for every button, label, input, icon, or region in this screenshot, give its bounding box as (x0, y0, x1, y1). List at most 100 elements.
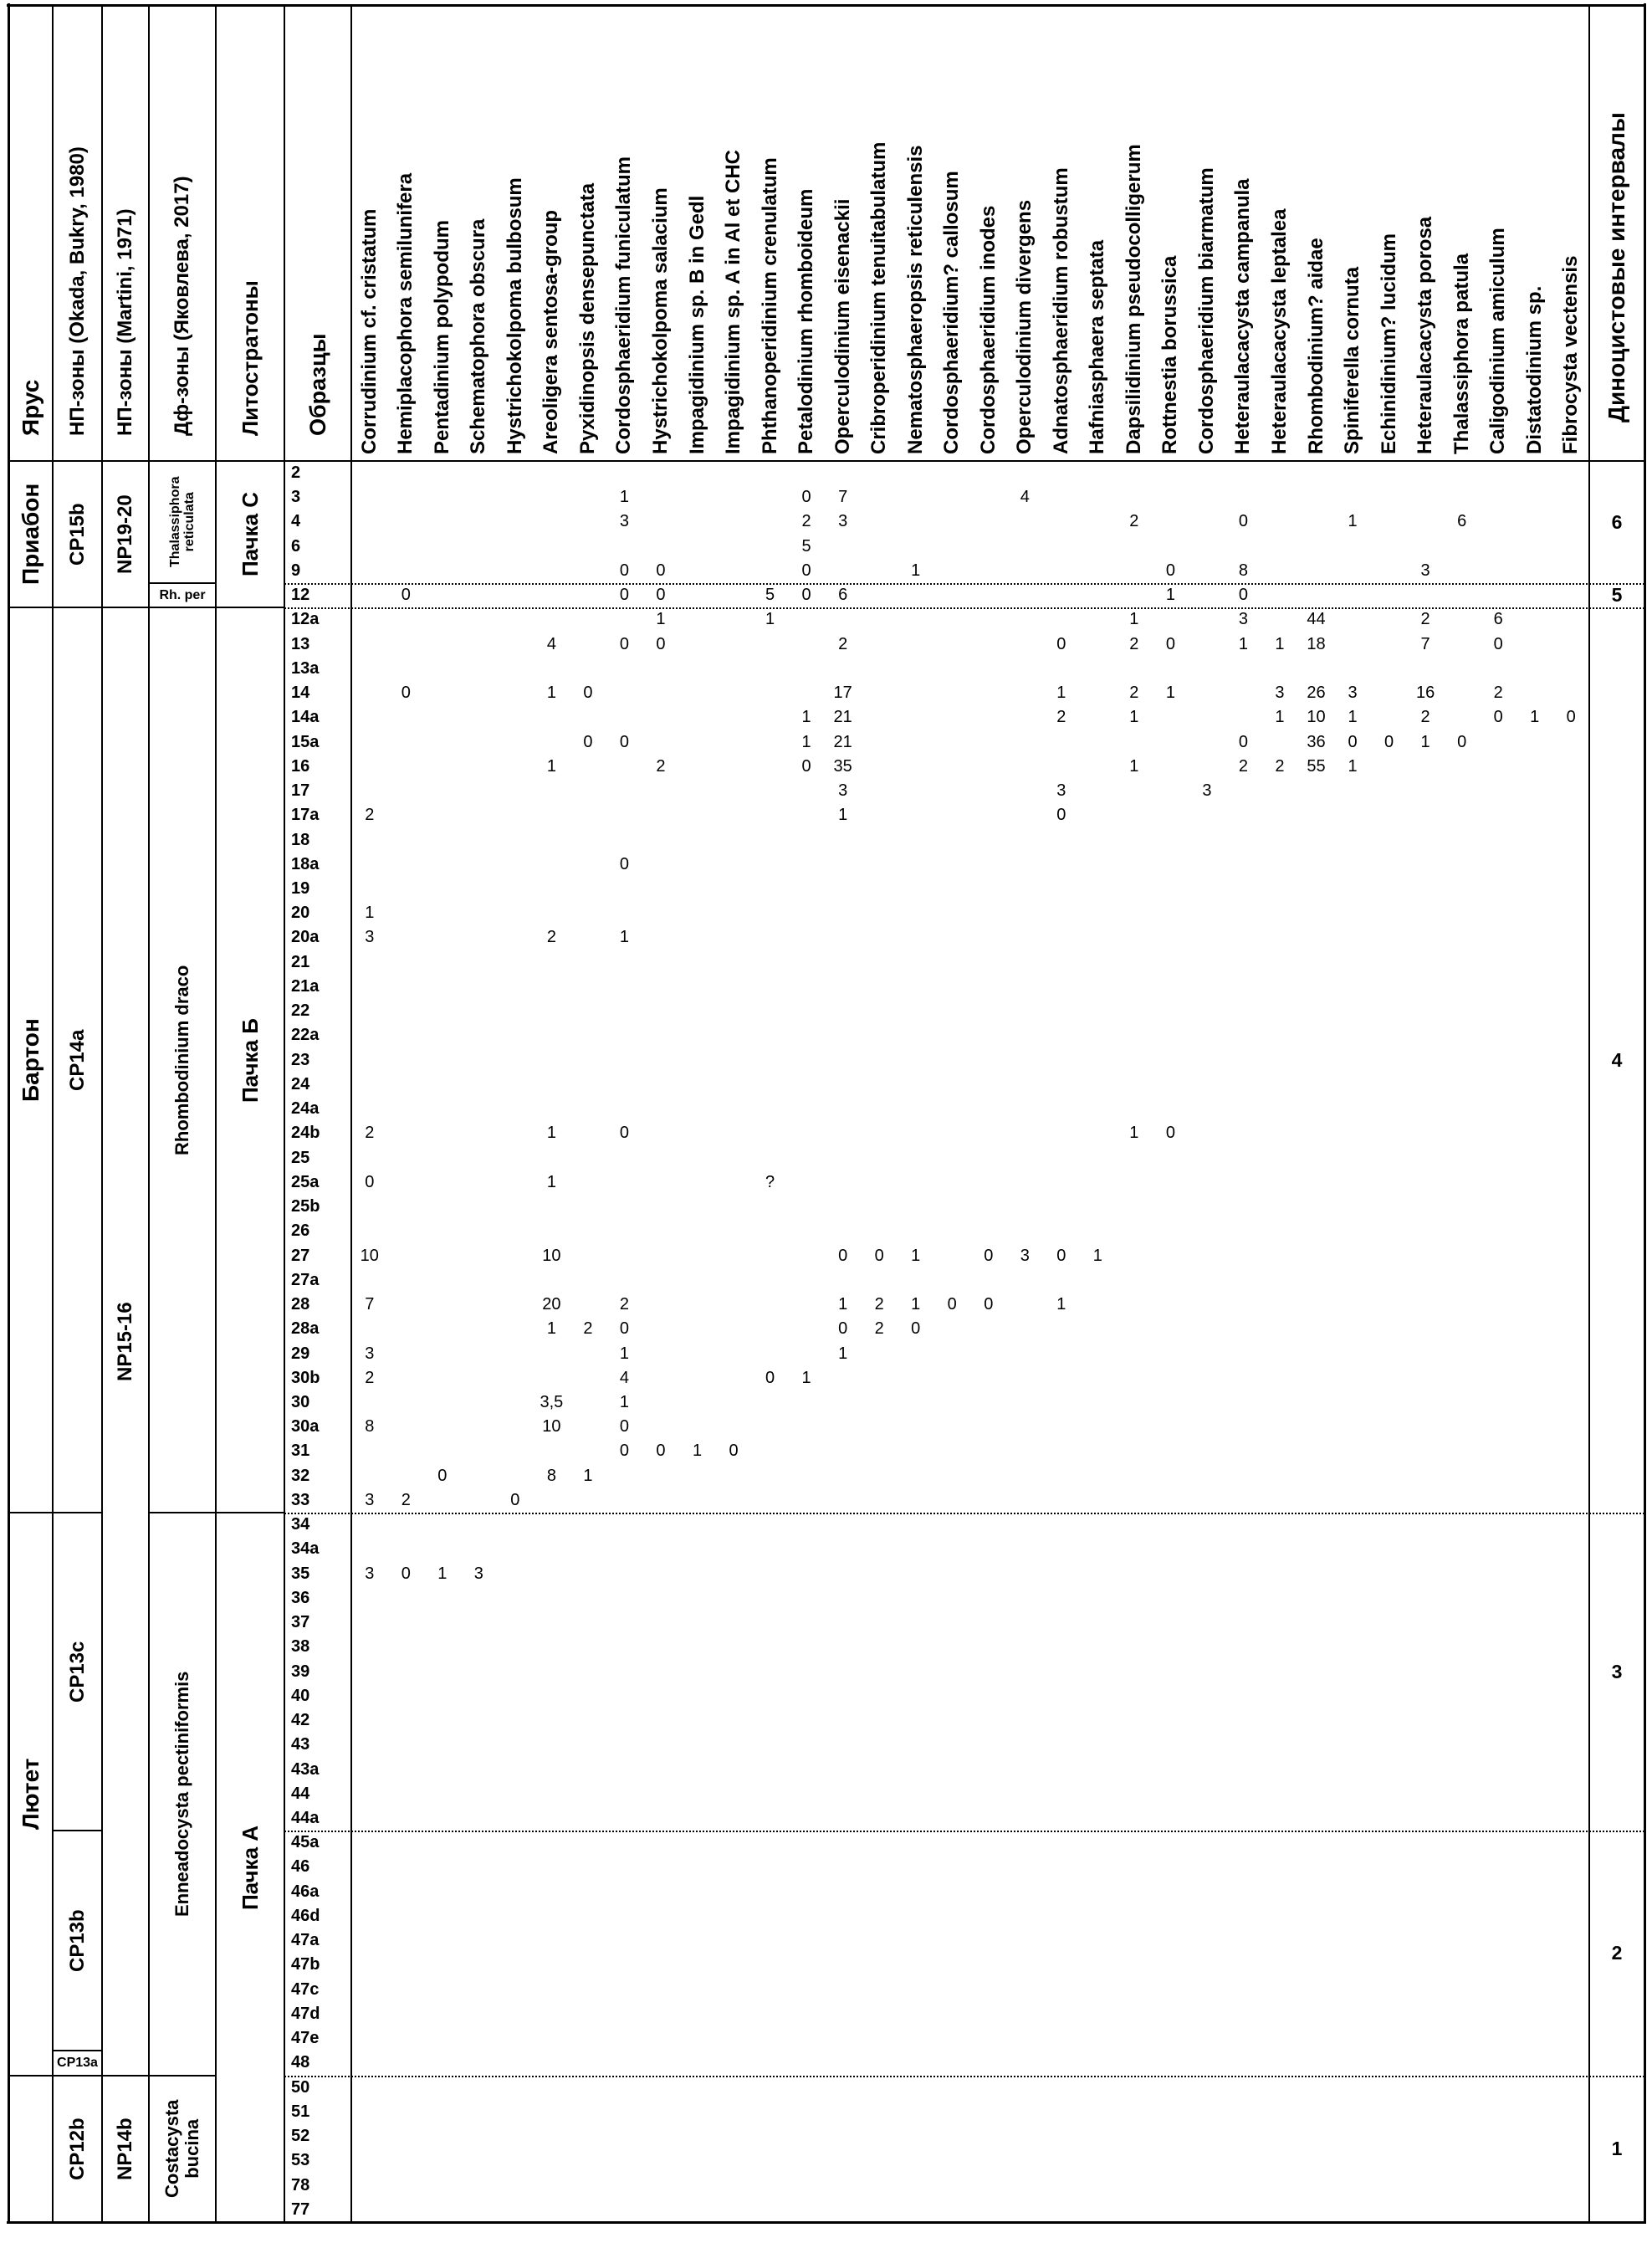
sample-label: 13a (291, 658, 320, 678)
occurrence-value: 4 (619, 1368, 630, 1387)
occurrence-value: 2 (838, 634, 848, 653)
occurrence-value: 3 (365, 928, 375, 947)
occurrence-value: 2 (1129, 684, 1139, 703)
cp-zone-label: CP14a (65, 1029, 89, 1091)
occurrence-value: 2 (1493, 684, 1503, 703)
occurrence-value: 0 (838, 1319, 848, 1339)
occurrence-value: 2 (1056, 708, 1066, 727)
column-header-df: Дф-зоны (Яковлева, 2017) (171, 176, 193, 436)
occurrence-value: 3 (1348, 684, 1358, 703)
litho-zone-label: Пачка С (238, 492, 263, 577)
occurrence-value: 16 (1415, 684, 1435, 703)
species-header: Petalodinium rhomboideum (795, 188, 818, 454)
occurrence-value: 44 (1307, 610, 1326, 629)
occurrence-value: 0 (1056, 806, 1066, 825)
sample-label: 17 (291, 781, 310, 801)
occurrence-value: 0 (401, 684, 411, 703)
sample-label: 12a (291, 610, 320, 629)
species-header: Adnatosphaeridium robustum (1049, 167, 1072, 454)
zone-divider (149, 1512, 216, 1514)
table-border (7, 3, 1646, 7)
sample-label: 34 (291, 1515, 310, 1534)
occurrence-value: 0 (1384, 732, 1394, 751)
column-divider (350, 5, 352, 2222)
header-divider (8, 459, 1644, 463)
zone-divider (102, 607, 149, 609)
sample-label: 53 (291, 2151, 310, 2170)
occurrence-value: 1 (1129, 756, 1139, 776)
sample-label: 42 (291, 1711, 310, 1730)
sample-label: 25b (291, 1197, 320, 1216)
sample-label: 36 (291, 1588, 310, 1607)
species-header: Nematosphaeropsis reticulensis (903, 145, 927, 454)
column-divider (284, 5, 285, 2222)
occurrence-value: 3 (365, 1564, 375, 1583)
occurrence-value: 0 (656, 634, 666, 653)
occurrence-value: 18 (1307, 634, 1326, 653)
occurrence-value: 3 (1202, 781, 1212, 801)
np-zone-label: NP14b (114, 2118, 136, 2180)
occurrence-value: 2 (1129, 634, 1139, 653)
occurrence-value: 7 (365, 1295, 375, 1314)
cp-zone-label: CP13a (57, 2056, 98, 2071)
occurrence-value: 2 (1129, 512, 1139, 531)
occurrence-value: 3 (473, 1564, 483, 1583)
sample-label: 47a (291, 1931, 320, 1950)
sample-label: 33 (291, 1490, 310, 1509)
stage-zone-label: Лютет (17, 1758, 43, 1831)
interval-number: 3 (1611, 1660, 1623, 1682)
sample-label: 25a (291, 1172, 320, 1191)
occurrence-value: 0 (1238, 586, 1249, 605)
species-header: Rottnestia borussica (1158, 255, 1182, 454)
occurrence-value: 1 (656, 610, 666, 629)
occurrence-value: 0 (729, 1442, 739, 1461)
species-header: Hystrichokolpoma bulbosum (503, 177, 526, 454)
occurrence-value: 2 (1275, 756, 1285, 776)
occurrence-value: 3 (1020, 1246, 1030, 1265)
species-header: Cordosphaeridium funiculatum (612, 156, 636, 454)
species-header: Impagidinium sp. A in Al et CHC (722, 149, 745, 454)
species-header: Impagidinium sp. B in Gedl (685, 195, 708, 454)
sample-label: 30a (291, 1417, 320, 1436)
zone-divider (53, 2074, 102, 2077)
sample-label: 46a (291, 1882, 320, 1901)
cp-zone-label: CP12b (65, 2118, 89, 2180)
occurrence-value: 3 (619, 512, 630, 531)
occurrence-value: 1 (765, 610, 775, 629)
occurrence-value: 2 (365, 1124, 375, 1143)
occurrence-value: 0 (619, 634, 630, 653)
sample-label: 13 (291, 634, 310, 653)
occurrence-value: 20 (542, 1295, 561, 1314)
df-zone-label: Enneadocysta pectiniformis (171, 1671, 192, 1917)
zone-divider (53, 607, 102, 609)
column-header-intervals: Диноцистовые интервалы (1603, 112, 1629, 422)
zone-divider (149, 607, 216, 609)
sample-label: 14 (291, 684, 310, 703)
interval-number: 2 (1611, 1941, 1623, 1964)
occurrence-value: 3 (365, 1490, 375, 1509)
occurrence-value: 2 (583, 1319, 593, 1339)
species-header: Hafniasphaera septata (1086, 239, 1109, 454)
species-header: Thalassiphora patula (1450, 253, 1473, 454)
occurrence-value: 0 (619, 732, 630, 751)
species-header: Echinidinium? lucidum (1377, 233, 1400, 454)
occurrence-value: 26 (1307, 684, 1326, 703)
occurrence-value: 2 (874, 1295, 884, 1314)
species-header: Cordosphaeridium? callosum (940, 171, 964, 454)
occurrence-value: ? (765, 1172, 775, 1191)
occurrence-value: 8 (546, 1466, 556, 1485)
interval-number: 6 (1611, 510, 1623, 533)
species-header: Operculodinium divergens (1013, 199, 1036, 454)
sample-label: 18 (291, 830, 310, 849)
species-header: Pentadinium polypodum (430, 220, 453, 454)
df-zone-label: Rh. per (159, 588, 206, 603)
occurrence-value: 0 (801, 756, 811, 776)
occurrence-value: 0 (911, 1319, 921, 1339)
occurrence-value: 0 (656, 561, 666, 580)
species-header: Cribroperidinium tenuitabulatum (867, 141, 891, 454)
sample-label: 24b (291, 1124, 320, 1143)
zone-divider (53, 1830, 102, 1832)
sample-label: 29 (291, 1344, 310, 1363)
sample-label: 24 (291, 1074, 310, 1093)
df-zone-label: Costacysta bucina (161, 2099, 202, 2198)
